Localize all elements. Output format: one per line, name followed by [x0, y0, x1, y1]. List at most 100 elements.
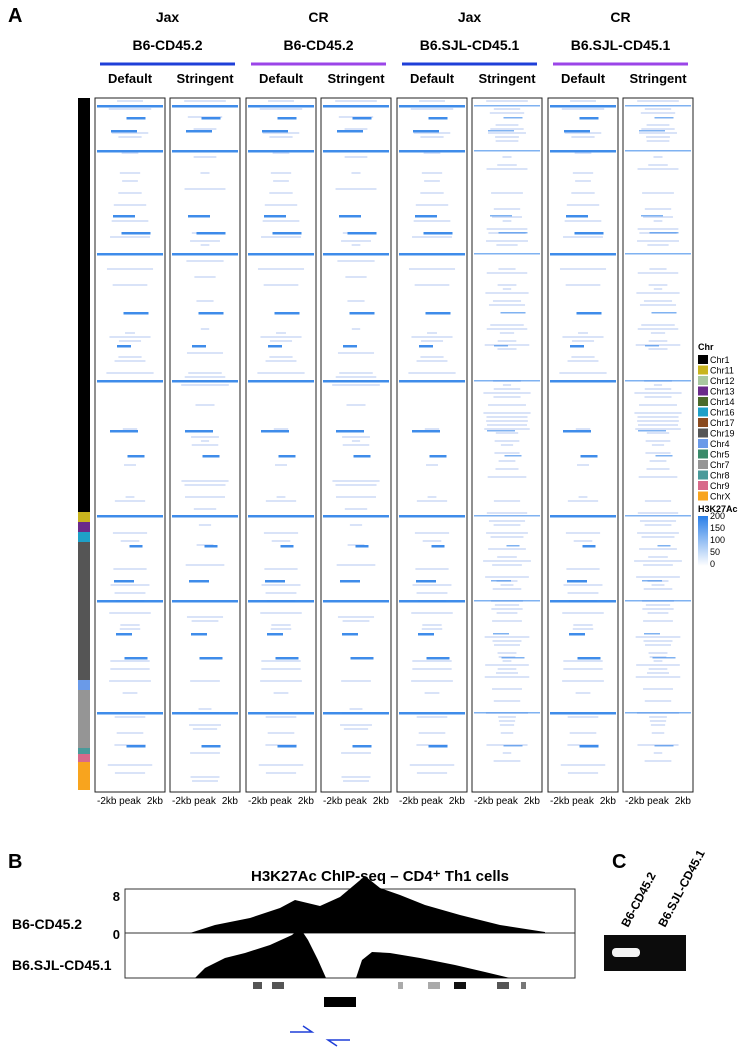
heat-row — [648, 668, 668, 670]
heat-row — [643, 620, 673, 622]
heatmap — [396, 97, 468, 793]
heat-row — [347, 300, 365, 302]
heat-row — [497, 164, 517, 166]
heat-row — [125, 332, 135, 334]
heat-band — [625, 150, 691, 152]
heat-row — [416, 772, 448, 774]
heat-row — [193, 508, 217, 510]
chr-bar — [78, 522, 90, 532]
heat-row — [644, 500, 672, 502]
heat-row — [573, 540, 593, 542]
heat-row — [262, 220, 300, 222]
heat-band — [474, 253, 540, 255]
heat-row — [486, 168, 528, 170]
column-label: Default — [259, 71, 304, 86]
heat-row — [118, 192, 142, 194]
heat-row — [335, 484, 377, 486]
heat-row — [637, 416, 679, 418]
heat-row — [265, 500, 297, 502]
heat-band — [248, 150, 314, 153]
heat-row — [570, 100, 596, 102]
heat-row — [412, 660, 452, 662]
heat-band — [474, 105, 540, 107]
x-tick-label: -2kb — [625, 796, 645, 807]
heat-row — [425, 464, 439, 466]
heat-row — [337, 260, 375, 262]
heat-band — [278, 455, 296, 458]
heat-row — [646, 124, 670, 126]
heat-row — [493, 524, 521, 526]
heat-row — [502, 288, 512, 290]
heat-row — [488, 304, 526, 306]
heat-row — [502, 660, 512, 662]
heat-row — [265, 360, 297, 362]
heat-row — [486, 240, 528, 242]
heat-row — [494, 452, 520, 454]
heatmap — [547, 97, 619, 793]
heat-row — [635, 636, 681, 638]
heat-row — [640, 112, 676, 114]
x-tick-label: peak — [647, 796, 670, 807]
x-tick-label: 2kb — [222, 796, 239, 807]
heat-band — [625, 600, 691, 602]
heat-row — [184, 100, 226, 102]
heat-band — [172, 515, 238, 518]
gel-band — [612, 948, 640, 957]
heat-band — [474, 380, 540, 382]
panel-label: A — [8, 5, 22, 27]
heat-row — [190, 240, 220, 242]
heat-row — [420, 340, 444, 342]
primers — [290, 1025, 350, 1047]
heat-row — [418, 732, 446, 734]
heat-band — [494, 345, 508, 347]
chr-bar — [78, 762, 90, 790]
heat-row — [653, 220, 663, 222]
heat-row — [268, 100, 294, 102]
heat-band — [123, 312, 149, 315]
heat-band — [501, 657, 525, 659]
heat-row — [260, 336, 302, 338]
heat-row — [637, 228, 679, 230]
heat-row — [492, 588, 522, 590]
heat-row — [562, 680, 604, 682]
heat-row — [108, 108, 152, 110]
heat-band — [185, 430, 213, 433]
heat-row — [190, 680, 220, 682]
heat-row — [339, 372, 373, 374]
heat-row — [498, 720, 516, 722]
heat-row — [335, 100, 377, 102]
heat-row — [261, 660, 301, 662]
heat-band — [172, 600, 238, 603]
heat-row — [490, 536, 524, 538]
heat-row — [644, 108, 672, 110]
heat-row — [644, 388, 672, 390]
heat-row — [485, 292, 529, 294]
heat-band — [644, 633, 660, 635]
heat-row — [649, 460, 667, 462]
heat-row — [645, 604, 671, 606]
legend-label: Chr4 — [710, 439, 730, 449]
heat-band — [399, 600, 465, 603]
heat-band — [503, 745, 523, 747]
heat-row — [335, 188, 377, 190]
heat-band — [503, 117, 523, 119]
chr-bar — [78, 690, 90, 748]
heat-row — [269, 192, 293, 194]
column-label: Default — [410, 71, 455, 86]
heat-row — [263, 532, 299, 534]
heat-row — [351, 172, 361, 174]
heat-row — [259, 108, 303, 110]
heat-band — [474, 712, 540, 714]
heat-row — [424, 180, 440, 182]
heat-row — [493, 388, 521, 390]
heat-band — [97, 515, 163, 518]
legend-title: Chr — [698, 342, 714, 352]
heat-band — [431, 545, 445, 548]
heat-row — [634, 560, 682, 562]
heat-band — [504, 455, 522, 457]
heat-row — [483, 392, 531, 394]
heat-band — [323, 712, 389, 715]
heat-row — [349, 708, 363, 710]
heat-row — [644, 700, 672, 702]
x-tick-label: peak — [421, 796, 444, 807]
